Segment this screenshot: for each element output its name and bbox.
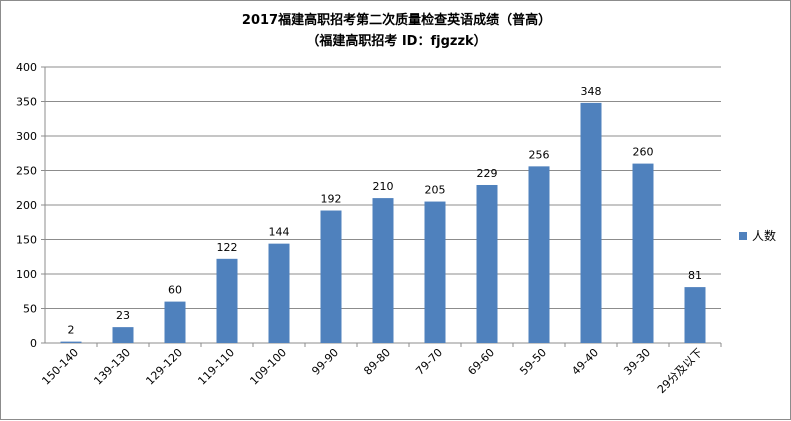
y-tick-label: 50	[23, 303, 37, 316]
data-label: 260	[633, 146, 654, 159]
data-label: 23	[116, 309, 130, 322]
data-label: 205	[425, 184, 446, 197]
x-tick-label: 59-50	[517, 346, 549, 378]
data-label: 192	[321, 193, 342, 206]
x-tick-labels: 150-140 139-130 129-120 119-110 109-100 99-90…	[39, 346, 705, 396]
y-tick-label: 100	[16, 268, 37, 281]
x-tick-label: 49-40	[569, 346, 601, 378]
x-tick-label: 119-110	[195, 346, 237, 388]
data-label: 144	[269, 226, 290, 239]
y-tick-label: 400	[16, 61, 37, 74]
x-tick-label: 79-70	[413, 346, 445, 378]
legend: 人数	[739, 227, 776, 244]
bar	[216, 258, 238, 343]
x-tick-label: 109-100	[247, 346, 289, 388]
y-tick-label: 0	[30, 337, 37, 350]
bar	[476, 184, 498, 343]
legend-swatch-icon	[739, 231, 747, 240]
bar	[268, 243, 290, 343]
data-label: 2	[68, 324, 75, 337]
legend-label: 人数	[752, 229, 777, 243]
data-labels: 2 23 60 122 144 192 210 205 229 256 348 260 81	[68, 85, 703, 337]
data-label: 81	[688, 269, 702, 282]
data-label: 210	[373, 180, 394, 193]
bar	[320, 210, 342, 343]
x-tick-label: 89-80	[361, 346, 393, 378]
x-tick-label: 39-30	[621, 346, 653, 378]
bar	[372, 198, 394, 343]
bar	[684, 287, 706, 343]
y-tick-label: 150	[16, 234, 37, 247]
x-tick-label: 139-130	[91, 346, 133, 388]
x-tick-label: 129-120	[143, 346, 185, 388]
data-label: 60	[168, 284, 182, 297]
data-label: 122	[217, 241, 238, 254]
bar	[424, 201, 446, 343]
bar	[60, 341, 82, 343]
x-tick-label: 29分及以下	[655, 346, 705, 396]
y-tick-label: 300	[16, 130, 37, 143]
chart-title: 2017福建高职招考第二次质量检查英语成绩（普高）	[241, 13, 552, 28]
bar	[580, 102, 602, 343]
data-label: 348	[581, 85, 602, 98]
y-tick-label: 200	[16, 199, 37, 212]
x-tick-label: 99-90	[309, 346, 341, 378]
y-tick-label: 350	[16, 96, 37, 109]
bar	[632, 163, 654, 343]
x-tick-label: 150-140	[39, 346, 81, 388]
bar	[112, 327, 134, 343]
gridlines	[45, 66, 721, 309]
y-tick-label: 250	[16, 165, 37, 178]
x-tick-label: 69-60	[465, 346, 497, 378]
bar	[528, 166, 550, 343]
data-label: 229	[477, 167, 498, 180]
chart-subtitle: （福建高职招考 ID：fjgzzk）	[306, 34, 487, 49]
data-label: 256	[529, 148, 550, 161]
bar	[164, 301, 186, 343]
bars	[60, 102, 706, 343]
y-tick-labels: 0 50 100 150 200 250 300 350 400	[16, 61, 37, 350]
